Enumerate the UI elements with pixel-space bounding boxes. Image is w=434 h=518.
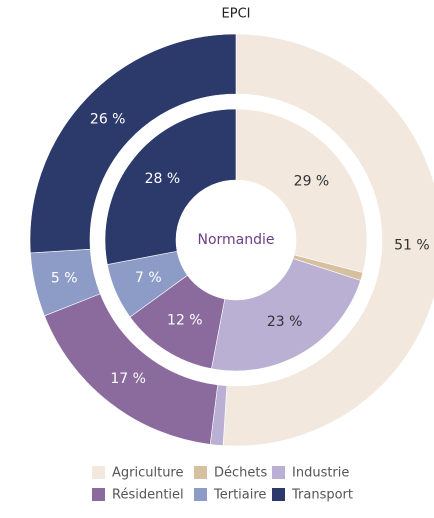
center-label: Normandie [197, 232, 274, 248]
donut-slice [222, 33, 434, 447]
legend-label: Agriculture [112, 466, 184, 481]
donut-slice [104, 108, 237, 265]
donut-slice [29, 33, 237, 254]
value-label: 12 % [167, 313, 203, 329]
value-label: 29 % [294, 173, 330, 189]
value-label: 51 % [394, 238, 430, 254]
donut-slice [211, 258, 361, 372]
value-label: 17 % [110, 371, 146, 387]
legend-swatch [272, 488, 285, 501]
value-label: 26 % [90, 112, 126, 128]
legend-swatch [92, 488, 105, 501]
chart-title: EPCI [222, 7, 251, 22]
legend-label: Transport [291, 488, 353, 503]
value-label: 28 % [145, 171, 181, 187]
legend-label: Déchets [214, 466, 267, 481]
legend-label: Tertiaire [213, 488, 266, 503]
legend-swatch [194, 466, 207, 479]
donut-slice [235, 108, 368, 273]
legend-swatch [272, 466, 285, 479]
legend-swatch [92, 466, 105, 479]
value-label: 23 % [267, 314, 303, 330]
legend-label: Industrie [292, 466, 349, 481]
value-label: 7 % [135, 270, 162, 286]
legend-label: Résidentiel [112, 488, 184, 503]
value-label: 5 % [51, 270, 78, 286]
legend-swatch [194, 488, 207, 501]
